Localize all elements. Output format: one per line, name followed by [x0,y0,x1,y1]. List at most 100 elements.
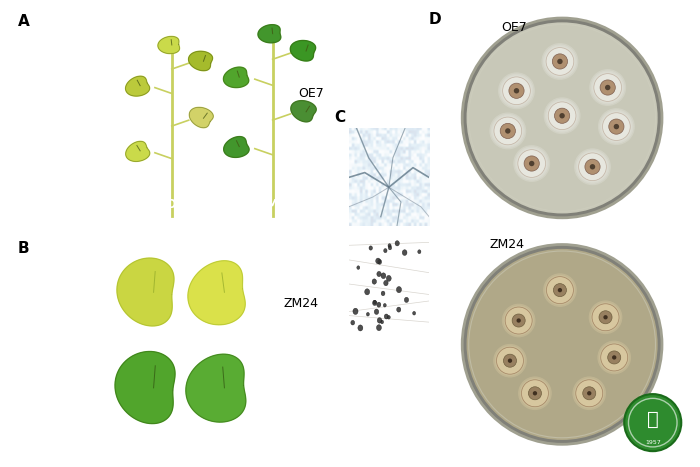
Circle shape [381,320,384,324]
Circle shape [462,18,662,218]
Circle shape [377,302,381,307]
Circle shape [376,258,380,264]
Text: OE7: OE7 [175,250,203,263]
Circle shape [489,113,526,149]
Circle shape [384,304,386,307]
Circle shape [402,250,407,255]
Circle shape [594,74,622,101]
Circle shape [600,80,615,95]
Circle shape [498,72,535,109]
Circle shape [590,302,621,333]
Circle shape [577,151,608,183]
Polygon shape [188,51,213,71]
Circle shape [519,150,545,177]
Circle shape [467,249,657,440]
Text: OE7: OE7 [165,198,192,211]
Circle shape [365,289,370,295]
Circle shape [599,311,612,324]
Circle shape [587,391,592,396]
Text: ZM24: ZM24 [284,297,318,310]
Circle shape [505,307,532,334]
Circle shape [592,304,619,331]
Circle shape [589,300,622,334]
Circle shape [554,108,570,123]
Circle shape [518,150,545,177]
Circle shape [585,159,600,174]
Circle shape [558,288,562,292]
Circle shape [522,380,548,407]
Circle shape [601,344,628,371]
Circle shape [598,108,635,145]
Polygon shape [125,76,150,96]
Circle shape [353,308,358,314]
Circle shape [517,149,546,178]
Circle shape [384,248,387,253]
Circle shape [574,378,604,409]
Circle shape [503,305,534,336]
Circle shape [378,260,382,264]
Polygon shape [189,107,213,128]
Polygon shape [186,354,246,422]
Circle shape [377,318,382,323]
Circle shape [609,119,624,134]
Text: ZM24: ZM24 [169,347,209,360]
Circle shape [503,354,517,367]
Circle shape [395,241,400,246]
Text: C: C [335,110,346,125]
Circle shape [384,314,388,319]
Circle shape [396,287,402,293]
Circle shape [495,118,521,144]
Circle shape [512,314,525,327]
Circle shape [374,309,379,314]
Circle shape [412,311,416,315]
Circle shape [509,83,524,99]
Circle shape [559,113,565,119]
Circle shape [358,325,363,331]
Circle shape [494,344,527,377]
Circle shape [545,47,574,76]
Polygon shape [290,101,316,122]
Circle shape [595,75,621,100]
Circle shape [579,153,606,181]
Circle shape [505,307,532,334]
Circle shape [552,54,568,69]
Circle shape [369,246,372,250]
Polygon shape [158,36,179,54]
Circle shape [496,347,524,374]
Circle shape [624,394,681,451]
Circle shape [372,300,377,305]
Circle shape [518,376,552,410]
Text: OE7: OE7 [298,87,324,100]
Circle shape [546,48,574,75]
Circle shape [582,387,596,400]
Circle shape [384,280,388,286]
Circle shape [381,273,386,279]
Circle shape [387,316,391,319]
Text: ⓒ: ⓒ [647,410,659,429]
Circle shape [597,340,631,374]
Circle shape [494,117,522,145]
Circle shape [500,123,515,139]
Circle shape [574,149,611,185]
Circle shape [500,75,532,106]
Circle shape [544,46,575,77]
Circle shape [547,100,578,131]
Circle shape [499,74,533,108]
Text: ZM24: ZM24 [490,238,525,251]
Circle shape [543,44,577,78]
Circle shape [528,387,542,400]
Text: 1957: 1957 [645,439,661,445]
Circle shape [548,101,576,130]
Circle shape [357,266,360,269]
Circle shape [495,346,525,376]
Circle shape [503,77,531,105]
Circle shape [599,110,634,144]
Circle shape [550,103,575,129]
Polygon shape [126,142,150,162]
Circle shape [544,97,580,134]
Text: B: B [18,241,29,255]
Circle shape [545,99,579,133]
Circle shape [589,69,626,106]
Circle shape [547,49,573,74]
Circle shape [603,315,608,319]
